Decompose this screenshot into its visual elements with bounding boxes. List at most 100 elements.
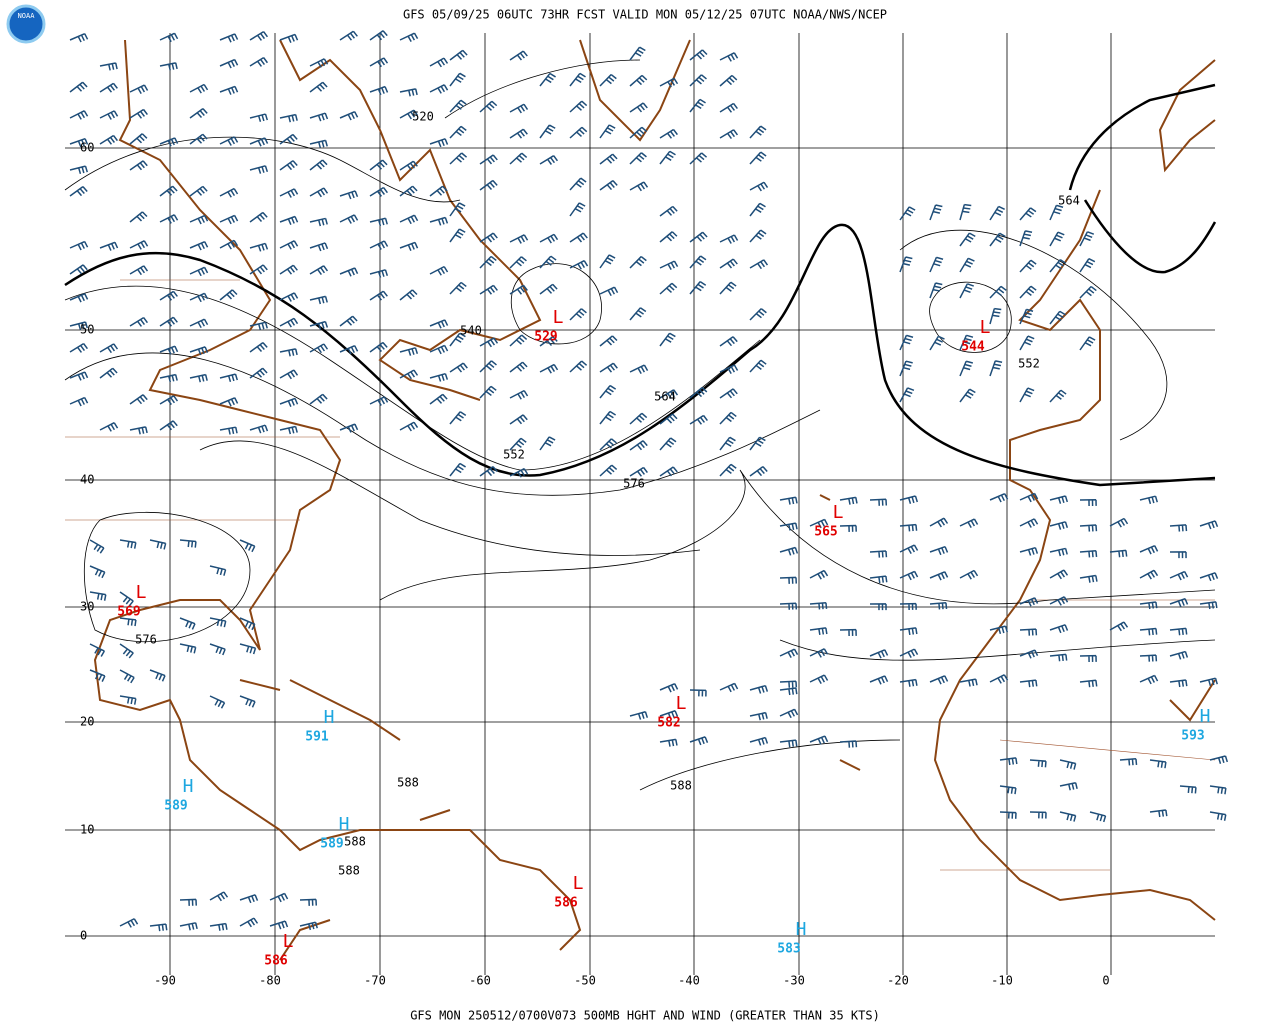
barb [309, 112, 329, 122]
barb [1029, 811, 1047, 819]
barb [899, 678, 918, 687]
barb [279, 317, 299, 328]
barb [129, 133, 148, 145]
barb [959, 257, 975, 273]
barb [149, 539, 167, 550]
barb [839, 628, 857, 637]
barb [689, 281, 707, 295]
barb [99, 82, 118, 93]
barb [1079, 654, 1097, 663]
barb [309, 343, 329, 354]
barb [719, 436, 736, 451]
barb [479, 284, 498, 295]
barb [449, 72, 466, 87]
lat-label: 10 [80, 823, 94, 837]
barb [159, 214, 179, 224]
barb [99, 241, 119, 251]
barb [989, 360, 1003, 377]
barb [779, 522, 798, 531]
lat-label: 0 [80, 929, 87, 943]
barb [159, 32, 179, 43]
barb [449, 49, 468, 61]
logo-text: NOAA [18, 12, 36, 20]
barb [809, 569, 829, 580]
barb [1169, 650, 1189, 660]
barb [369, 240, 389, 250]
barb [269, 920, 289, 930]
barb [369, 341, 388, 353]
barb [309, 242, 329, 252]
barb [989, 232, 1006, 247]
barb [1079, 498, 1097, 507]
barb [219, 187, 239, 198]
barb [1209, 785, 1227, 795]
barb [749, 202, 766, 217]
barb [429, 265, 449, 276]
contour-label: 588 [670, 779, 692, 793]
barb [1049, 310, 1066, 325]
barb [249, 165, 269, 174]
lat-label: 20 [80, 715, 94, 729]
barb [69, 165, 88, 175]
lon-label: -80 [259, 974, 281, 988]
center-value: 591 [305, 730, 329, 745]
center-value: 593 [1181, 729, 1204, 744]
barb [119, 643, 134, 659]
barb [249, 341, 268, 353]
barb [1049, 547, 1068, 557]
center-symbol: H [183, 776, 194, 797]
barb [159, 185, 178, 197]
barb [279, 292, 299, 302]
barb [189, 185, 208, 197]
barb [659, 389, 679, 400]
barb [629, 181, 649, 192]
barb [839, 740, 858, 748]
barb [719, 74, 738, 87]
barb [69, 293, 89, 303]
barb [599, 286, 619, 297]
center-value: 589 [164, 799, 187, 814]
barb [309, 81, 328, 93]
barb [399, 214, 419, 225]
barb [189, 83, 209, 94]
barb [219, 214, 239, 225]
barb [309, 58, 329, 68]
contour-label: 564 [654, 390, 676, 404]
barb [1199, 601, 1218, 610]
lat-label: 50 [80, 323, 94, 337]
barb [929, 335, 945, 351]
barb [369, 30, 388, 41]
barb [129, 426, 148, 435]
barb [479, 100, 498, 113]
barb [369, 186, 388, 197]
barb [369, 217, 388, 227]
barb [689, 98, 706, 113]
barb [479, 360, 497, 373]
barb [129, 84, 149, 94]
barb [299, 898, 318, 906]
barb [1089, 811, 1107, 823]
lon-label: -40 [678, 974, 700, 988]
center-symbol: L [676, 693, 687, 714]
barb [479, 255, 497, 269]
barb [149, 923, 168, 932]
barb [659, 205, 678, 217]
barb [689, 49, 708, 61]
contours [64, 59, 1217, 791]
barb [279, 33, 299, 43]
barb [599, 73, 617, 87]
barb [959, 678, 978, 687]
barb [959, 388, 976, 403]
barb [449, 281, 467, 295]
barb [659, 413, 678, 425]
barb [119, 669, 135, 684]
barb [629, 152, 647, 165]
barb [779, 739, 798, 748]
barb [1059, 759, 1077, 770]
barb [219, 426, 238, 435]
barb [129, 108, 148, 119]
barb [449, 411, 467, 425]
barb [569, 202, 586, 217]
barb [509, 152, 528, 165]
